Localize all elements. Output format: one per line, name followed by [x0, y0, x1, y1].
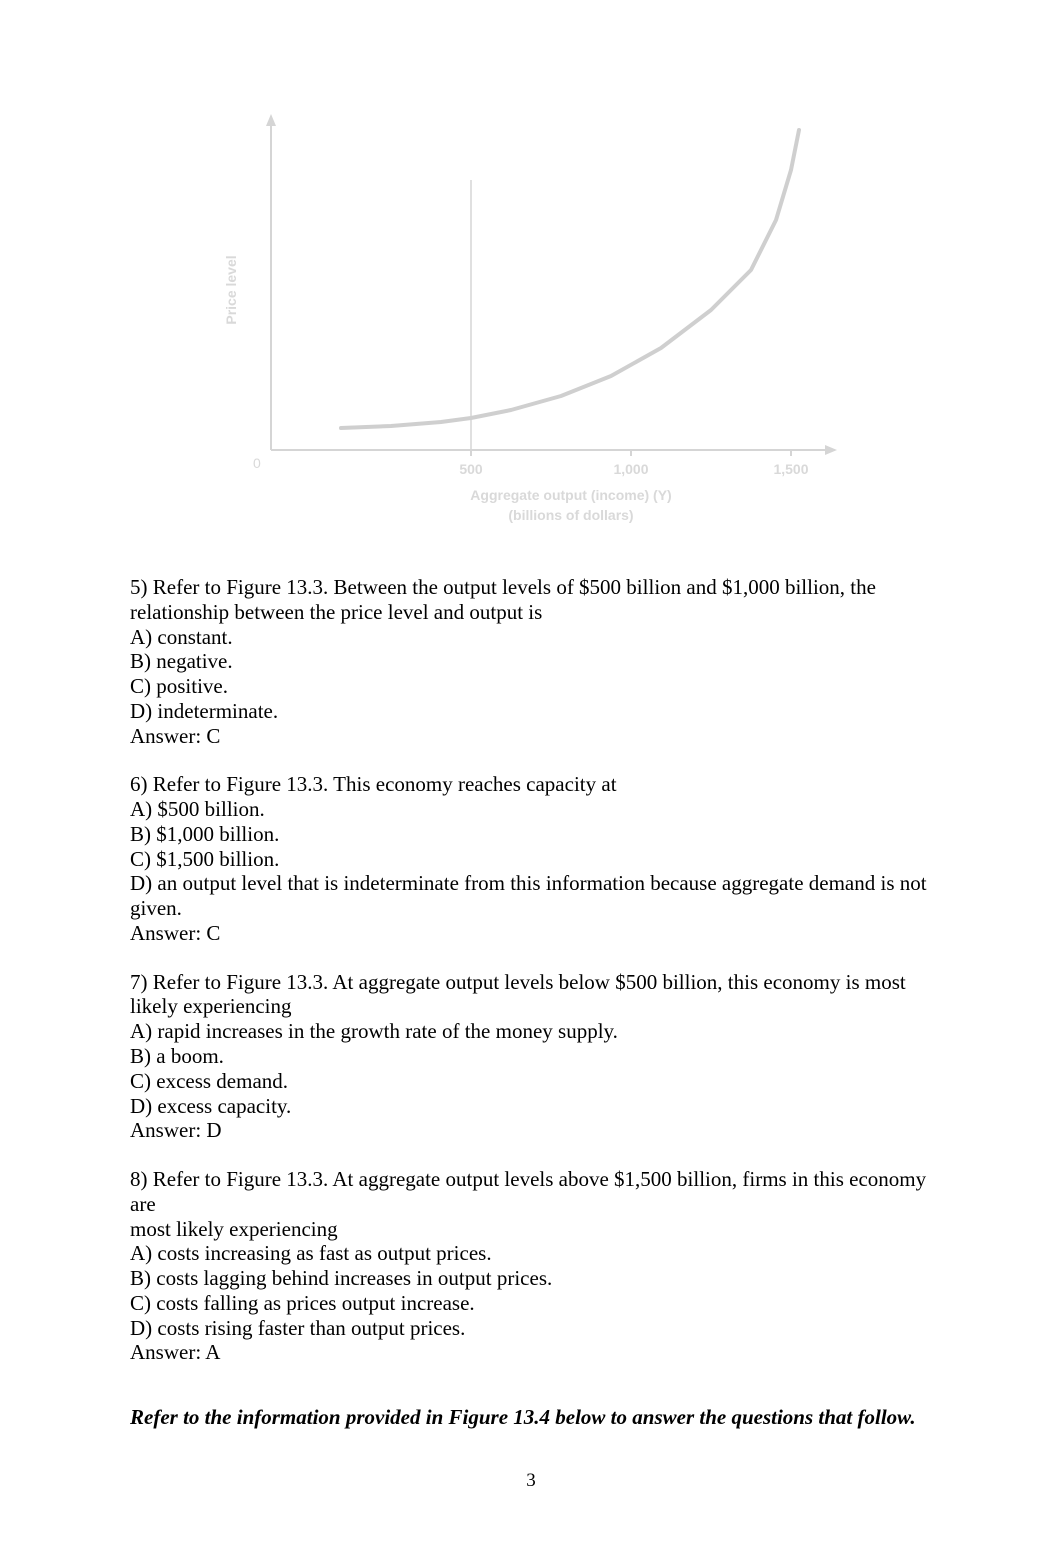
q8-option-b: B) costs lagging behind increases in out…: [130, 1266, 932, 1291]
q6-option-b: B) $1,000 billion.: [130, 822, 932, 847]
page-number: 3: [130, 1470, 932, 1492]
q7-option-b: B) a boom.: [130, 1044, 932, 1069]
q5-text: 5) Refer to Figure 13.3. Between the out…: [130, 575, 932, 625]
q5-option-a: A) constant.: [130, 625, 932, 650]
question-8: 8) Refer to Figure 13.3. At aggregate ou…: [130, 1167, 932, 1365]
q8-text-1: 8) Refer to Figure 13.3. At aggregate ou…: [130, 1167, 932, 1217]
q6-option-a: A) $500 billion.: [130, 797, 932, 822]
q6-answer: Answer: C: [130, 921, 932, 946]
q5-answer: Answer: C: [130, 724, 932, 749]
q8-option-d: D) costs rising faster than output price…: [130, 1316, 932, 1341]
q7-option-c: C) excess demand.: [130, 1069, 932, 1094]
q6-text: 6) Refer to Figure 13.3. This economy re…: [130, 772, 932, 797]
svg-text:(billions of dollars): (billions of dollars): [508, 507, 633, 523]
figure-13-3-chart: 0 500 1,000 1,500 Aggregate output (income) …: [211, 100, 851, 545]
q7-text: 7) Refer to Figure 13.3. At aggregate ou…: [130, 970, 932, 1020]
q7-option-d: D) excess capacity.: [130, 1094, 932, 1119]
q8-option-c: C) costs falling as prices output increa…: [130, 1291, 932, 1316]
question-5: 5) Refer to Figure 13.3. Between the out…: [130, 575, 932, 748]
q6-option-d: D) an output level that is indeterminate…: [130, 871, 932, 921]
q6-option-c: C) $1,500 billion.: [130, 847, 932, 872]
q8-answer: Answer: A: [130, 1340, 932, 1365]
q5-option-c: C) positive.: [130, 674, 932, 699]
chart-svg: 0 500 1,000 1,500 Aggregate output (income) …: [211, 100, 851, 540]
svg-text:1,000: 1,000: [613, 461, 648, 477]
q5-option-b: B) negative.: [130, 649, 932, 674]
svg-text:Price level: Price level: [223, 255, 239, 324]
q5-option-d: D) indeterminate.: [130, 699, 932, 724]
q8-option-a: A) costs increasing as fast as output pr…: [130, 1241, 932, 1266]
figure-reference-line: Refer to the information provided in Fig…: [130, 1405, 932, 1430]
q7-option-a: A) rapid increases in the growth rate of…: [130, 1019, 932, 1044]
document-page: 0 500 1,000 1,500 Aggregate output (income) …: [0, 0, 1062, 1552]
svg-text:0: 0: [253, 455, 261, 471]
q8-text-2: most likely experiencing: [130, 1217, 932, 1242]
svg-text:1,500: 1,500: [773, 461, 808, 477]
q7-answer: Answer: D: [130, 1118, 932, 1143]
question-6: 6) Refer to Figure 13.3. This economy re…: [130, 772, 932, 945]
svg-text:Aggregate output (income) (Y): Aggregate output (income) (Y): [470, 487, 671, 503]
question-7: 7) Refer to Figure 13.3. At aggregate ou…: [130, 970, 932, 1143]
svg-text:500: 500: [459, 461, 483, 477]
